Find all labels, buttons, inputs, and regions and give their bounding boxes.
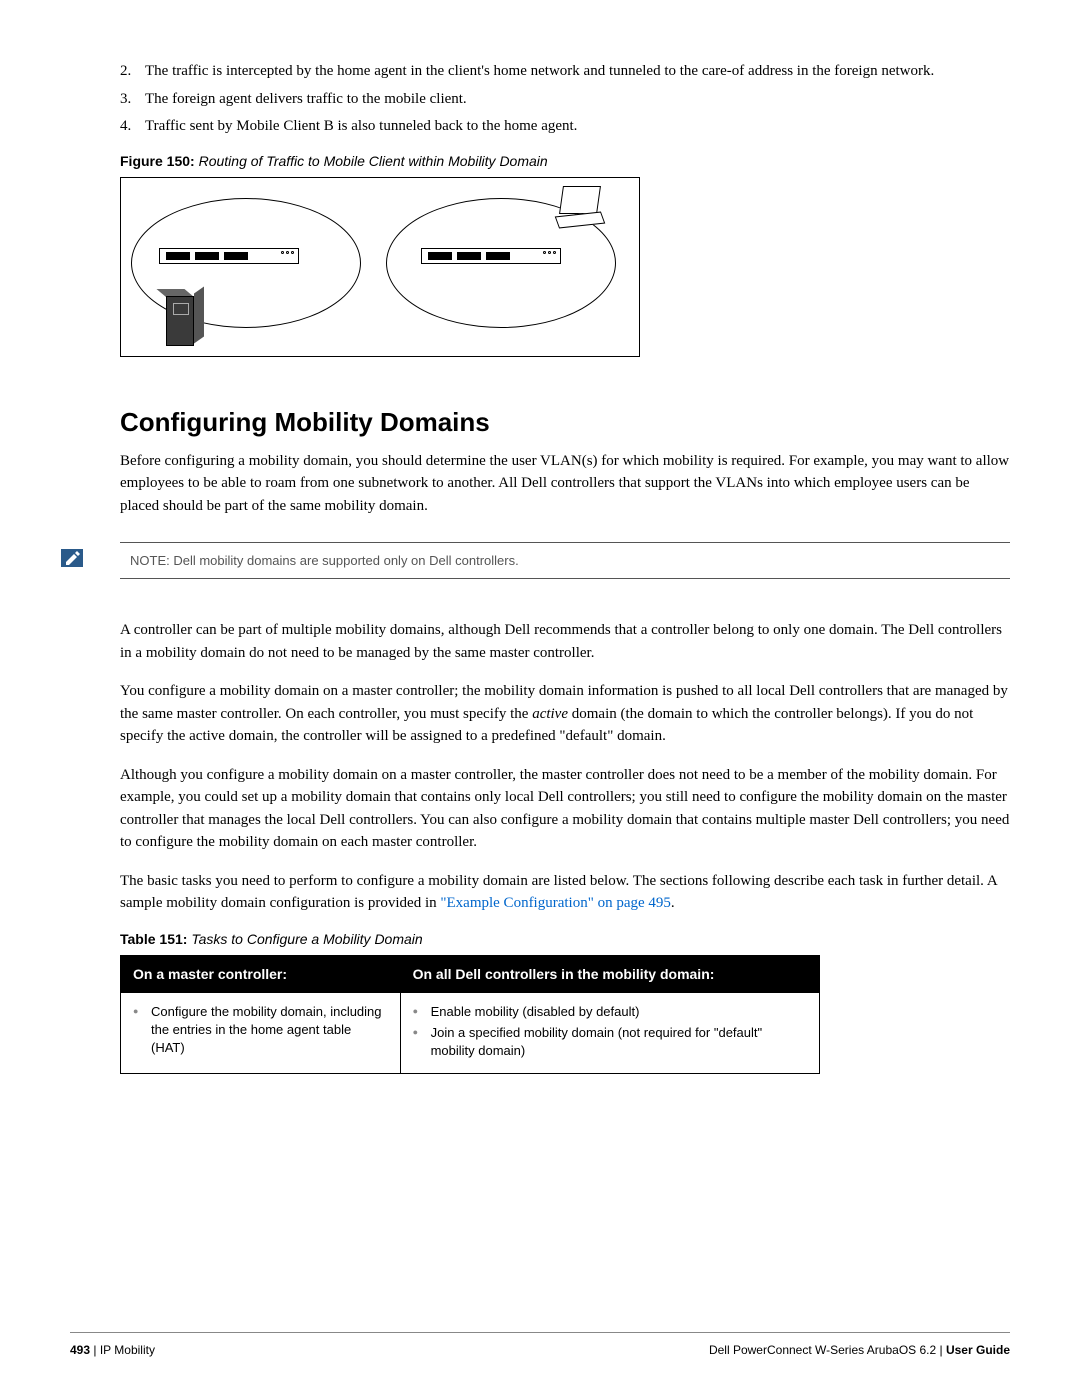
list-item: 4. Traffic sent by Mobile Client B is al…: [120, 115, 1010, 138]
item-number: 4.: [120, 115, 131, 138]
bullet-item: Configure the mobility domain, including…: [133, 1003, 388, 1058]
note-text: NOTE: Dell mobility domains are supporte…: [130, 553, 1010, 568]
paragraph: A controller can be part of multiple mob…: [120, 619, 1010, 664]
page-number: 493: [70, 1343, 90, 1357]
table-header-cell: On all Dell controllers in the mobility …: [400, 955, 819, 992]
laptop-icon: [561, 186, 604, 226]
bullet-item: Enable mobility (disabled by default): [413, 1003, 807, 1021]
table-header-cell: On a master controller:: [121, 955, 401, 992]
table-label: Table 151:: [120, 931, 187, 947]
table-caption: Table 151: Tasks to Configure a Mobility…: [120, 931, 1010, 947]
paragraph: You configure a mobility domain on a mas…: [120, 680, 1010, 748]
item-number: 3.: [120, 88, 131, 111]
cross-reference-link[interactable]: "Example Configuration" on page 495: [440, 895, 671, 911]
footer-left: 493 | IP Mobility: [70, 1343, 155, 1357]
list-item: 3. The foreign agent delivers traffic to…: [120, 88, 1010, 111]
figure-diagram: [120, 177, 640, 357]
table-title: Tasks to Configure a Mobility Domain: [191, 931, 422, 947]
table-row: Configure the mobility domain, including…: [121, 992, 820, 1074]
footer-sep: |: [90, 1343, 100, 1357]
note-block: NOTE: Dell mobility domains are supporte…: [120, 542, 1010, 579]
table-cell: Enable mobility (disabled by default) Jo…: [400, 992, 819, 1074]
switch-right: [421, 248, 561, 264]
footer-sep: |: [936, 1343, 946, 1357]
italic-term: active: [532, 706, 568, 722]
item-text: The foreign agent delivers traffic to th…: [145, 91, 467, 107]
figure-label: Figure 150:: [120, 153, 195, 169]
numbered-list: 2. The traffic is intercepted by the hom…: [120, 60, 1010, 138]
item-text: Traffic sent by Mobile Client B is also …: [145, 118, 577, 134]
table-cell: Configure the mobility domain, including…: [121, 992, 401, 1074]
product-name: Dell PowerConnect W-Series ArubaOS 6.2: [709, 1343, 936, 1357]
doc-type: User Guide: [946, 1343, 1010, 1357]
page-footer: 493 | IP Mobility Dell PowerConnect W-Se…: [70, 1332, 1010, 1357]
server-icon: [166, 296, 194, 346]
task-table: On a master controller: On all Dell cont…: [120, 955, 820, 1075]
switch-left: [159, 248, 299, 264]
item-text: The traffic is intercepted by the home a…: [145, 63, 934, 79]
text-run: .: [671, 895, 675, 911]
footer-right: Dell PowerConnect W-Series ArubaOS 6.2 |…: [709, 1343, 1010, 1357]
paragraph: The basic tasks you need to perform to c…: [120, 870, 1010, 915]
paragraph: Although you configure a mobility domain…: [120, 764, 1010, 854]
item-number: 2.: [120, 60, 131, 83]
table-header-row: On a master controller: On all Dell cont…: [121, 955, 820, 992]
list-item: 2. The traffic is intercepted by the hom…: [120, 60, 1010, 83]
chapter-name: IP Mobility: [100, 1343, 155, 1357]
bullet-item: Join a specified mobility domain (not re…: [413, 1024, 807, 1060]
paragraph: Before configuring a mobility domain, yo…: [120, 450, 1010, 518]
note-pencil-icon: [61, 549, 83, 567]
section-heading: Configuring Mobility Domains: [120, 407, 1010, 438]
figure-caption: Figure 150: Routing of Traffic to Mobile…: [120, 153, 1010, 169]
figure-title: Routing of Traffic to Mobile Client with…: [199, 153, 548, 169]
